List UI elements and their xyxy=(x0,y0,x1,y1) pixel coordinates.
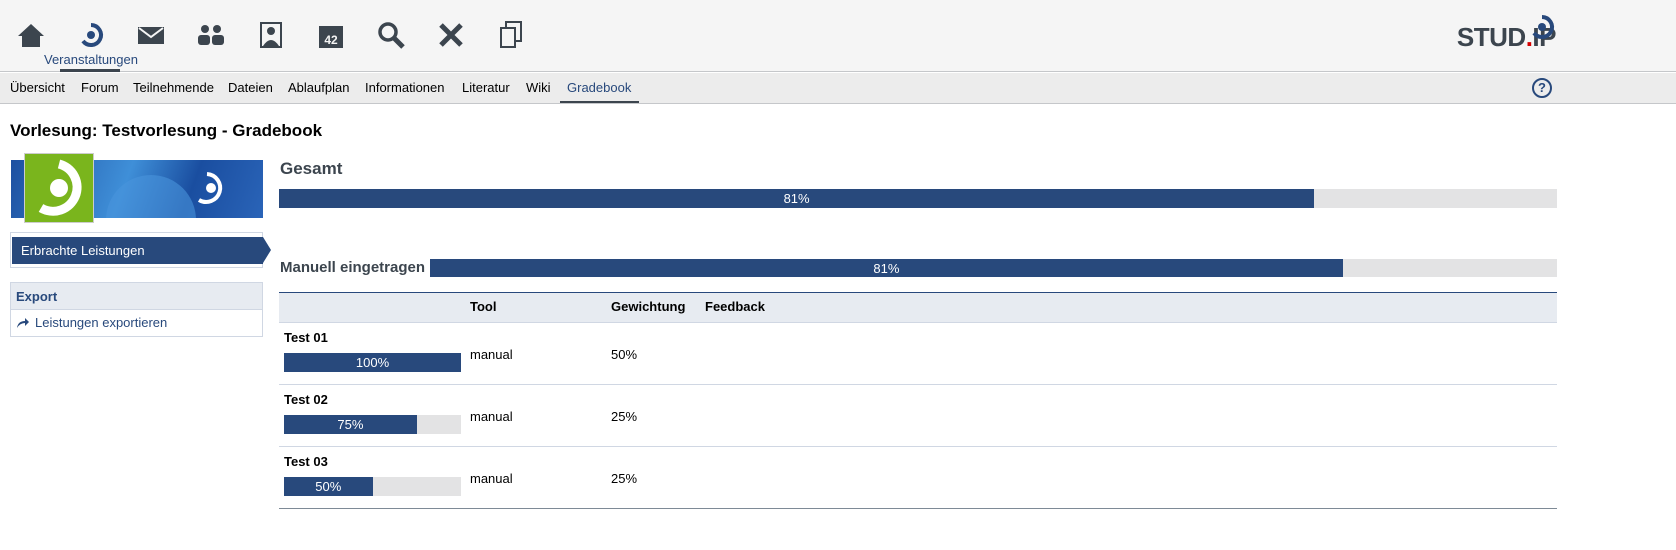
mail-icon[interactable] xyxy=(136,20,166,50)
courses-icon[interactable] xyxy=(76,20,106,50)
manual-progress-label: 81% xyxy=(873,260,900,276)
tab-ablaufplan[interactable]: Ablaufplan xyxy=(288,80,350,95)
profile-icon[interactable] xyxy=(256,20,286,50)
test-tool: manual xyxy=(470,471,513,486)
tab-informationen[interactable]: Informationen xyxy=(365,80,445,95)
tab-uebersicht[interactable]: Übersicht xyxy=(10,80,65,95)
test-progress-bar: 75% xyxy=(284,415,461,434)
grades-table: Tool Gewichtung Feedback Test 01 100% ma… xyxy=(279,292,1557,509)
test-weight: 25% xyxy=(611,471,638,486)
tab-wiki[interactable]: Wiki xyxy=(526,80,551,95)
manual-progress-bar: 81% xyxy=(430,259,1557,277)
test-progress-bar: 100% xyxy=(284,353,461,372)
test-progress-fill xyxy=(284,477,373,496)
svg-text:42: 42 xyxy=(324,33,338,47)
export-link[interactable]: Leistungen exportieren xyxy=(11,310,262,335)
table-row: Test 01 100% manual 50% xyxy=(279,322,1557,384)
admin-icon[interactable] xyxy=(496,20,526,50)
export-widget: Export Leistungen exportieren xyxy=(10,282,263,337)
column-feedback: Feedback xyxy=(705,299,765,314)
active-tab-indicator xyxy=(560,101,639,103)
column-tool: Tool xyxy=(470,299,497,314)
test-progress-bar: 50% xyxy=(284,477,461,496)
table-header: Tool Gewichtung Feedback xyxy=(279,293,1557,322)
test-tool: manual xyxy=(470,347,513,362)
total-progress-fill xyxy=(279,189,1315,208)
test-name: Test 02 xyxy=(284,392,328,407)
sidebar-navigation: Erbrachte Leistungen xyxy=(10,232,271,268)
tab-teilnehmende[interactable]: Teilnehmende xyxy=(133,80,214,95)
tab-forum[interactable]: Forum xyxy=(81,80,119,95)
manual-progress-fill xyxy=(430,259,1343,277)
home-icon[interactable] xyxy=(16,20,46,50)
page-title: Vorlesung: Testvorlesung - Gradebook xyxy=(10,121,323,140)
studip-logo-icon xyxy=(1532,15,1554,39)
test-progress-label: 75% xyxy=(337,417,364,432)
tools-icon[interactable] xyxy=(436,20,466,50)
test-tool: manual xyxy=(470,409,513,424)
nav-active-indicator xyxy=(60,69,120,72)
top-bar: 42 Veranstaltungen STUD.IP xyxy=(0,0,1676,72)
export-link-label: Leistungen exportieren xyxy=(35,315,168,330)
export-title: Export xyxy=(11,283,262,310)
test-weight: 50% xyxy=(611,347,638,362)
test-name: Test 01 xyxy=(284,330,328,345)
sidebar-item-erbrachte-leistungen[interactable]: Erbrachte Leistungen xyxy=(12,237,263,264)
calendar-icon[interactable]: 42 xyxy=(316,20,346,50)
total-progress-bar: 81% xyxy=(279,189,1557,208)
share-arrow-icon xyxy=(17,317,29,328)
active-arrow xyxy=(263,237,271,263)
nav-label-courses[interactable]: Veranstaltungen xyxy=(44,52,138,67)
column-gewichtung: Gewichtung xyxy=(611,299,686,314)
manual-heading: Manuell eingetragen xyxy=(280,259,426,276)
test-progress-fill xyxy=(284,353,461,372)
table-row: Test 02 75% manual 25% xyxy=(279,384,1557,446)
total-progress-label: 81% xyxy=(783,191,810,206)
test-weight: 25% xyxy=(611,409,638,424)
tab-gradebook[interactable]: Gradebook xyxy=(567,80,632,95)
help-icon[interactable]: ? xyxy=(1532,78,1552,98)
test-progress-label: 50% xyxy=(315,479,342,494)
test-progress-label: 100% xyxy=(355,355,390,370)
tab-literatur[interactable]: Literatur xyxy=(462,80,510,95)
total-heading: Gesamt xyxy=(280,159,343,178)
community-icon[interactable] xyxy=(196,20,226,50)
course-avatar xyxy=(24,153,94,223)
test-progress-fill xyxy=(284,415,417,434)
tab-dateien[interactable]: Dateien xyxy=(228,80,273,95)
table-row: Test 03 50% manual 25% xyxy=(279,446,1557,508)
test-name: Test 03 xyxy=(284,454,328,469)
course-tabs: Übersicht Forum Teilnehmende Dateien Abl… xyxy=(0,73,1676,104)
search-icon[interactable] xyxy=(376,20,406,50)
